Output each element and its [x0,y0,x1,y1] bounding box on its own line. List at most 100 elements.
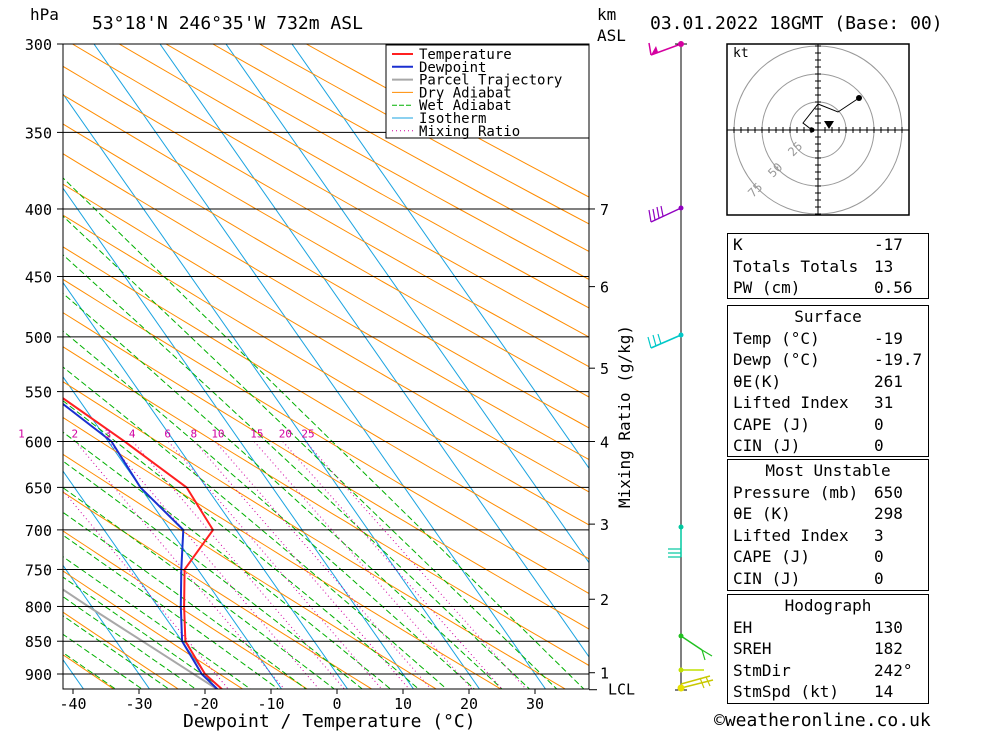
wet-adiabat-line [63,556,252,689]
most-unstable-row: CAPE (J) 0 [728,546,928,568]
dry-adiabat-line [63,183,589,493]
surface-row: CIN (J) 0 [728,435,928,457]
dry-adiabat-line [63,94,589,398]
surface-row: Dewp (°C) -19.7 [728,349,928,371]
dry-adiabat-line [63,491,373,689]
temperature-tick-label: -20 [191,695,218,713]
most-unstable-label: CIN (J) [733,568,801,588]
temperature-tick-label: -30 [125,695,152,713]
dry-adiabat-line [63,123,589,429]
wind-barb-400 [648,205,684,223]
hodograph-stats-row: EH 130 [728,617,928,639]
isotherm-line [63,281,349,689]
mixing-ratio-line [108,441,320,689]
pressure-tick-label: 700 [25,522,52,540]
temperature-tick-label: 10 [394,695,412,713]
wet-adiabat-line [63,511,307,689]
surface-row: Temp (°C) -19 [728,328,928,350]
most-unstable-row: θE (K) 298 [728,503,928,525]
pressure-tick-label: 850 [25,633,52,651]
index-label: Totals Totals [733,256,859,276]
hodograph-stats-row: StmSpd (kt) 14 [728,681,928,703]
index-row: K -17 [728,234,928,256]
datetime-title: 03.01.2022 18GMT (Base: 00) [650,13,943,34]
index-row: Totals Totals 13 [728,256,928,278]
wet-adiabat-line [63,292,503,689]
surface-panel: Surface Temp (°C) -19 Dewp (°C) -19.7 θE(K… [727,305,929,457]
legend-label: Wet Adiabat [419,98,512,114]
hodograph-stats-panel: Hodograph EH 130 SREH 182 StmDir 242° StmSp… [727,594,929,704]
hodograph-stats-row: StmDir 242° [728,660,928,682]
surface-label: CAPE (J) [733,414,811,434]
dry-adiabat-line [63,246,589,560]
legend-label: Dewpoint [419,60,486,76]
surface-row: θE(K) 261 [728,371,928,393]
height-km-tick-label: 6 [600,279,609,297]
legend-label: Temperature [419,47,512,63]
mixing-ratio-label: 6 [164,427,171,440]
wind-barb-700 [668,524,684,558]
wet-adiabat-line [63,652,117,689]
wet-adiabat-line [63,400,420,689]
wet-adiabat-line [63,596,197,689]
hodograph-stats-title: Hodograph [784,596,872,615]
surface-value: -19 [874,328,903,348]
asl-label: ASL [597,26,626,45]
legend-label: Mixing Ratio [419,124,520,140]
mixing-ratio-label: 15 [250,427,263,440]
pressure-tick-label: 350 [25,124,52,142]
most-unstable-label: Lifted Index [733,525,849,545]
surface-value: 261 [874,371,903,391]
most-unstable-value: 3 [874,525,884,545]
mixing-ratio-line [63,489,229,689]
temperature-tick-label: -10 [257,695,284,713]
hodograph-stats-value: 130 [874,617,903,637]
dry-adiabat-line [63,153,589,461]
height-km-tick-label: 4 [600,433,609,451]
index-row: PW (cm) 0.56 [728,277,928,299]
index-value: -17 [874,235,903,254]
dry-adiabat-line [118,44,589,309]
most-unstable-title: Most Unstable [765,461,891,480]
most-unstable-value: 650 [874,482,903,502]
pressure-tick-label: 800 [25,598,52,616]
wet-adiabat-line [63,615,170,689]
lcl-label: LCL [608,681,635,699]
mixing-ratio-label: 25 [301,427,314,440]
hodograph-unit-label: kt [733,46,749,61]
legend-label: Isotherm [419,111,486,127]
mixing-ratio-label: 3 [105,427,112,440]
pressure-tick-label: 900 [25,666,52,684]
height-km-tick-label: 7 [600,201,609,219]
pressure-tick-label: 300 [25,36,52,54]
dewpoint-line [63,402,219,689]
surface-row: CAPE (J) 0 [728,414,928,436]
isotherm-line [291,44,589,470]
pressure-unit-label: hPa [30,5,59,24]
dry-adiabat-line [63,278,589,595]
dry-adiabat-line [63,570,244,689]
wet-adiabat-line [63,330,476,689]
most-unstable-row: Lifted Index 3 [728,525,928,547]
surface-label: Lifted Index [733,393,849,412]
temperature-tick-label: 30 [526,695,544,713]
mixing-ratio-label: 2 [72,427,79,440]
index-label: PW (cm) [733,278,801,297]
location-title: 53°18'N 246°35'W 732m ASL [92,13,363,34]
surface-value: -19.7 [874,350,923,369]
surface-value: 0 [874,436,884,455]
wet-adiabat-line [63,460,364,689]
wind-barb-850 [678,633,713,661]
pressure-tick-label: 450 [25,269,52,287]
temperature-tick-label: -40 [59,695,86,713]
dry-adiabat-line [63,65,589,368]
dry-adiabat-line [63,530,309,689]
dry-adiabat-line [63,346,589,667]
height-km-tick-label: 2 [600,591,609,609]
hodograph-stats-label: SREH [733,639,772,658]
pressure-tick-label: 500 [25,329,52,347]
isotherm-line [63,375,283,689]
km-unit-label: km [597,5,616,24]
wind-barb-surface [677,667,714,692]
pressure-tick-label: 650 [25,479,52,497]
